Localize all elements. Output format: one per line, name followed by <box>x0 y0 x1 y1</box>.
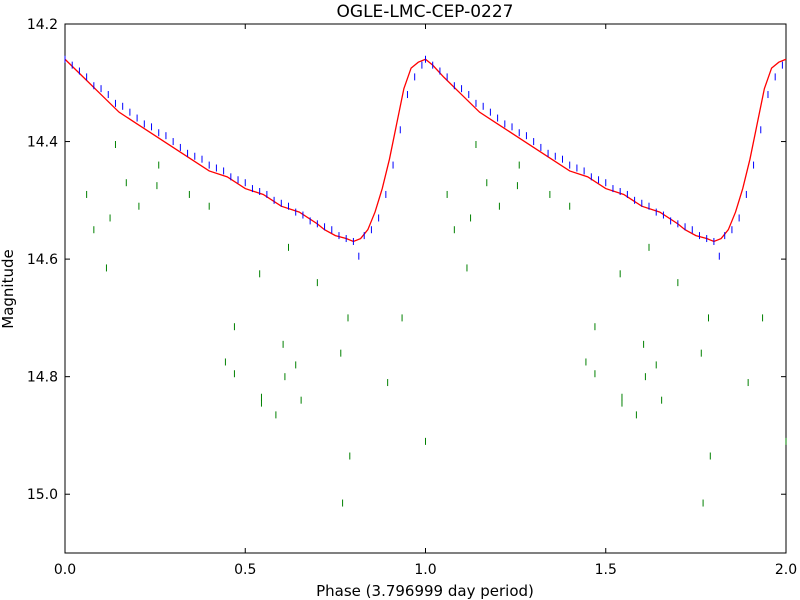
ticks-layer: 0.0 0.5 1.0 1.5 2.0 14.2 14.4 14.6 14.8 15.0 <box>27 17 797 578</box>
x-tick-label: 2.0 <box>775 562 797 578</box>
y-tick-label: 14.8 <box>27 370 58 386</box>
x-axis-label: Phase (3.796999 day period) <box>316 582 534 600</box>
plot-frame <box>64 23 787 554</box>
chart-title: OGLE-LMC-CEP-0227 <box>337 2 514 22</box>
y-tick-label: 14.4 <box>27 135 58 151</box>
y-tick-label: 14.6 <box>27 252 58 268</box>
y-tick-label: 14.2 <box>27 17 58 33</box>
y-tick-label: 15.0 <box>27 487 58 503</box>
observation-group-2 <box>86 140 787 507</box>
x-tick-label: 0.0 <box>54 562 76 578</box>
x-tick-label: 0.5 <box>234 562 256 578</box>
model-curve <box>64 58 787 243</box>
y-axis-label: Magnitude <box>0 249 17 328</box>
series-layer <box>64 55 787 507</box>
x-tick-label: 1.5 <box>595 562 617 578</box>
observation-group-1 <box>64 55 783 260</box>
x-tick-label: 1.0 <box>414 562 436 578</box>
